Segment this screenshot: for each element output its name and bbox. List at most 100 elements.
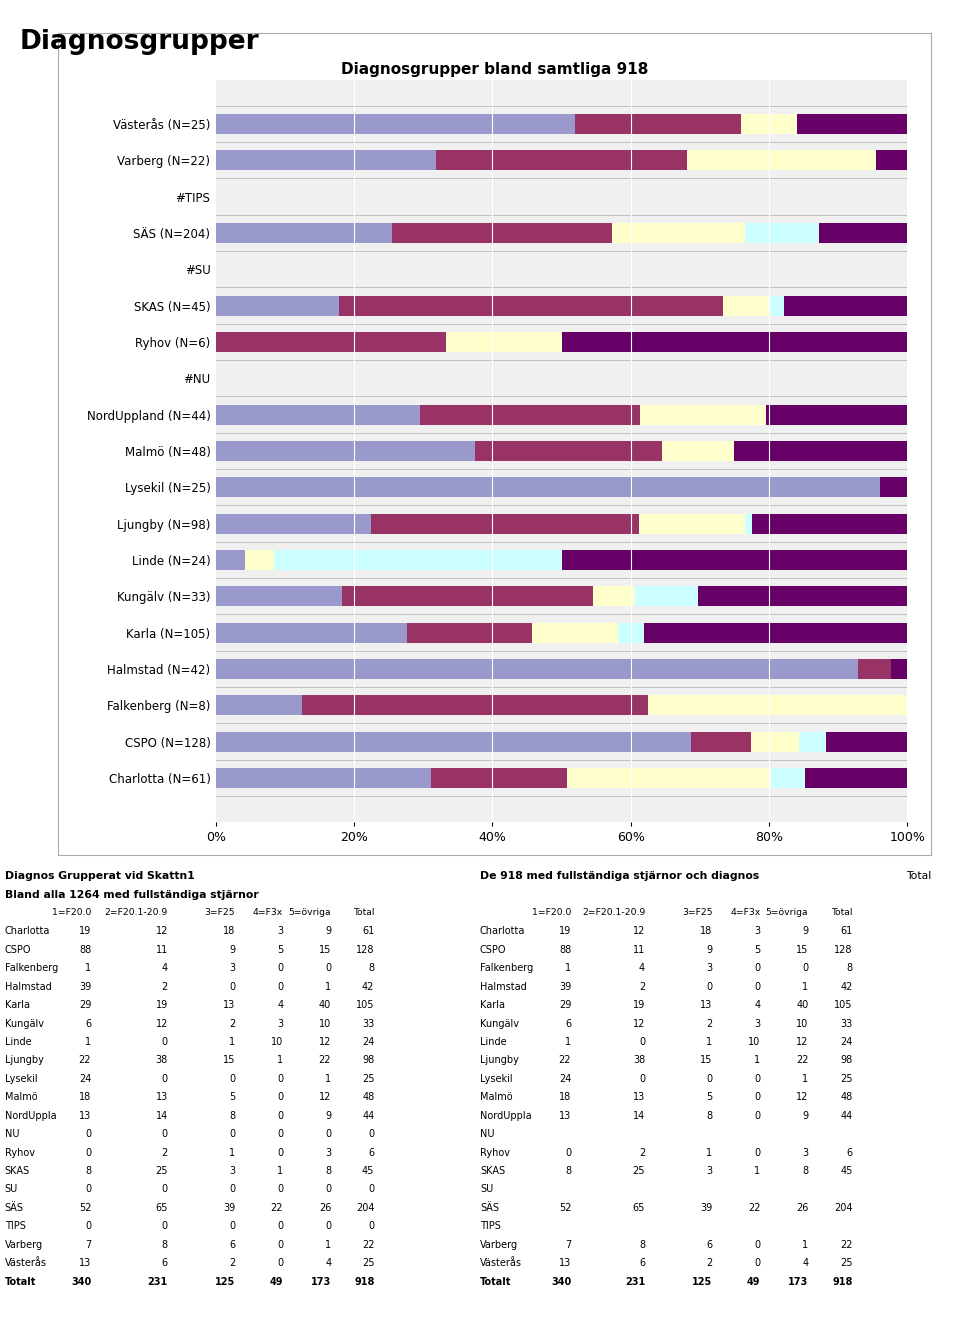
Text: 105: 105 xyxy=(834,1001,852,1010)
Text: Falkenberg: Falkenberg xyxy=(480,963,533,973)
Text: 13: 13 xyxy=(79,1110,91,1121)
Text: 13: 13 xyxy=(559,1110,571,1121)
Text: 0: 0 xyxy=(325,963,331,973)
Text: 1: 1 xyxy=(565,963,571,973)
Bar xyxy=(784,295,907,315)
Text: 1: 1 xyxy=(85,1037,91,1047)
Text: 0: 0 xyxy=(85,1221,91,1232)
Text: 5: 5 xyxy=(706,1093,712,1102)
Text: 3: 3 xyxy=(325,1148,331,1157)
Text: 2: 2 xyxy=(161,1148,168,1157)
Bar xyxy=(216,223,393,243)
Text: 4: 4 xyxy=(277,1001,283,1010)
Text: 25: 25 xyxy=(362,1074,374,1083)
Bar xyxy=(216,623,407,643)
Text: Diagnosgrupper: Diagnosgrupper xyxy=(19,29,259,55)
Text: 0: 0 xyxy=(162,1129,168,1140)
Text: 0: 0 xyxy=(85,1185,91,1194)
Text: 7: 7 xyxy=(84,1240,91,1249)
Text: 0: 0 xyxy=(85,1129,91,1140)
Text: 61: 61 xyxy=(840,926,852,937)
Text: 11: 11 xyxy=(633,945,645,955)
Bar xyxy=(723,295,769,315)
Text: Lysekil: Lysekil xyxy=(480,1074,513,1083)
Text: 2: 2 xyxy=(228,1018,235,1029)
Bar xyxy=(216,331,446,351)
Text: Total: Total xyxy=(353,908,374,916)
Bar xyxy=(216,405,420,425)
Text: 9: 9 xyxy=(803,926,808,937)
Bar xyxy=(245,550,274,570)
Text: Total: Total xyxy=(906,871,931,880)
Text: 1: 1 xyxy=(277,1166,283,1176)
Bar xyxy=(216,441,907,461)
Text: 18: 18 xyxy=(79,1093,91,1102)
Bar xyxy=(532,623,617,643)
Bar xyxy=(827,732,907,752)
Text: 8: 8 xyxy=(565,1166,571,1176)
Text: Kungälv: Kungälv xyxy=(480,1018,519,1029)
Bar xyxy=(216,150,907,170)
Text: 4: 4 xyxy=(325,1259,331,1268)
Text: 24: 24 xyxy=(559,1074,571,1083)
Text: 0: 0 xyxy=(277,1185,283,1194)
Bar xyxy=(858,659,891,679)
Text: 13: 13 xyxy=(79,1259,91,1268)
Bar xyxy=(593,587,635,607)
Text: 98: 98 xyxy=(840,1055,852,1065)
Text: 0: 0 xyxy=(325,1185,331,1194)
Bar xyxy=(662,441,734,461)
Bar xyxy=(819,223,907,243)
Text: 0: 0 xyxy=(277,1129,283,1140)
Bar xyxy=(562,550,907,570)
Bar xyxy=(216,659,907,679)
Text: Linde: Linde xyxy=(480,1037,507,1047)
Text: 19: 19 xyxy=(79,926,91,937)
Bar xyxy=(216,477,879,497)
Text: 9: 9 xyxy=(325,926,331,937)
Bar xyxy=(698,587,907,607)
Text: 340: 340 xyxy=(71,1277,91,1287)
Bar xyxy=(216,550,245,570)
Text: 14: 14 xyxy=(156,1110,168,1121)
Text: 61: 61 xyxy=(362,926,374,937)
Text: SU: SU xyxy=(5,1185,18,1194)
Text: Lysekil: Lysekil xyxy=(5,1074,37,1083)
Text: 1: 1 xyxy=(565,1037,571,1047)
Text: 39: 39 xyxy=(700,1202,712,1213)
Text: 6: 6 xyxy=(369,1148,374,1157)
Bar xyxy=(407,623,532,643)
Text: 2: 2 xyxy=(161,982,168,991)
Text: 4: 4 xyxy=(639,963,645,973)
Text: CSPO: CSPO xyxy=(480,945,507,955)
Text: 2: 2 xyxy=(706,1259,712,1268)
Text: 0: 0 xyxy=(229,982,235,991)
Bar xyxy=(216,659,858,679)
Text: 1: 1 xyxy=(325,1074,331,1083)
Text: 0: 0 xyxy=(369,1129,374,1140)
Text: 0: 0 xyxy=(369,1221,374,1232)
Bar xyxy=(216,331,907,351)
Text: Linde: Linde xyxy=(5,1037,32,1047)
Text: 45: 45 xyxy=(840,1166,852,1176)
Text: 918: 918 xyxy=(354,1277,374,1287)
Text: 0: 0 xyxy=(229,1074,235,1083)
Bar xyxy=(799,732,827,752)
Text: 88: 88 xyxy=(559,945,571,955)
Text: 1: 1 xyxy=(85,963,91,973)
Text: Halmstad: Halmstad xyxy=(480,982,527,991)
Text: 231: 231 xyxy=(625,1277,645,1287)
Text: 0: 0 xyxy=(229,1221,235,1232)
Text: 44: 44 xyxy=(840,1110,852,1121)
Bar xyxy=(216,114,575,134)
Bar xyxy=(797,114,907,134)
Bar xyxy=(635,587,698,607)
Text: NordUppla: NordUppla xyxy=(5,1110,57,1121)
Text: 4: 4 xyxy=(755,1001,760,1010)
Text: 52: 52 xyxy=(559,1202,571,1213)
Text: 5=övriga: 5=övriga xyxy=(766,908,808,916)
Text: 0: 0 xyxy=(707,1074,712,1083)
Text: 0: 0 xyxy=(565,1148,571,1157)
Bar xyxy=(216,768,431,788)
Bar xyxy=(879,477,907,497)
